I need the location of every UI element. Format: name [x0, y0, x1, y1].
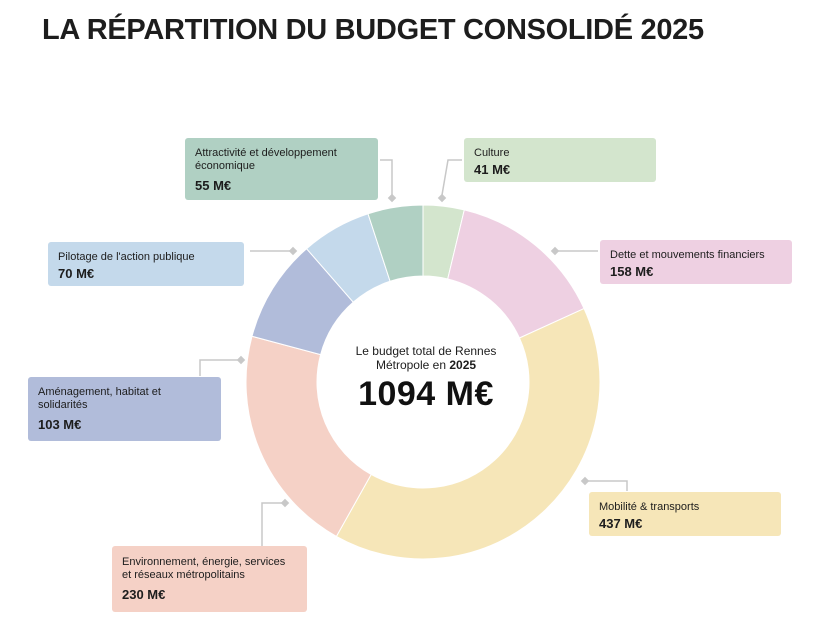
label-attractivite: Attractivité et développement économique…	[185, 138, 378, 200]
connector-marker-mobilite	[580, 476, 590, 486]
label-amenagement-value: 103 M€	[38, 417, 82, 432]
connector-mobilite	[586, 480, 628, 491]
label-culture-name: Culture	[474, 147, 510, 159]
label-dette: Dette et mouvements financiers 158 M€	[600, 240, 792, 284]
center-caption-line1: Le budget total de Rennes	[355, 344, 497, 358]
label-dette-name: Dette et mouvements financiers	[610, 249, 765, 261]
slice-environnement	[245, 335, 372, 538]
label-amenagement-name: Aménagement, habitat et solidarités	[38, 386, 161, 411]
connector-environnement	[261, 502, 284, 546]
label-environnement-value: 230 M€	[122, 587, 166, 602]
label-mobilite-value: 437 M€	[599, 516, 643, 531]
label-culture-value: 41 M€	[474, 162, 511, 177]
connector-culture	[441, 159, 462, 196]
connector-marker-amenagement	[236, 355, 246, 365]
slice-attractivite	[367, 204, 424, 282]
connector-amenagement	[199, 359, 240, 376]
center-total-block: Le budget total de Rennes Métropole en 2…	[321, 344, 531, 414]
label-mobilite-name: Mobilité & transports	[599, 501, 700, 513]
label-dette-value: 158 M€	[610, 264, 654, 279]
connector-marker-culture	[437, 193, 447, 203]
connector-marker-dette	[550, 246, 560, 256]
label-attractivite-value: 55 M€	[195, 178, 232, 193]
label-pilotage-name: Pilotage de l'action publique	[58, 251, 195, 263]
label-environnement-name: Environnement, énergie, services et rése…	[122, 556, 286, 581]
center-total-value: 1094 M€	[358, 375, 494, 413]
page-title: LA RÉPARTITION DU BUDGET CONSOLIDÉ 2025	[42, 14, 704, 46]
label-amenagement: Aménagement, habitat et solidarités 103 …	[28, 377, 221, 441]
label-mobilite: Mobilité & transports 437 M€	[589, 492, 781, 536]
connector-marker-pilotage	[288, 246, 298, 256]
connector-attractivite	[380, 159, 393, 195]
center-caption-year: 2025	[449, 358, 477, 372]
label-attractivite-name: Attractivité et développement économique	[195, 147, 337, 172]
connector-marker-environnement	[280, 498, 290, 508]
connector-marker-attractivite	[387, 193, 397, 203]
slice-mobilite	[335, 307, 601, 560]
label-environnement: Environnement, énergie, services et rése…	[112, 546, 307, 612]
center-caption: Le budget total de Rennes Métropole en 2…	[321, 344, 531, 372]
center-caption-line2: Métropole en	[375, 358, 446, 372]
label-culture: Culture 41 M€	[464, 138, 656, 182]
label-pilotage: Pilotage de l'action publique 70 M€	[48, 242, 244, 286]
label-pilotage-value: 70 M€	[58, 266, 95, 281]
